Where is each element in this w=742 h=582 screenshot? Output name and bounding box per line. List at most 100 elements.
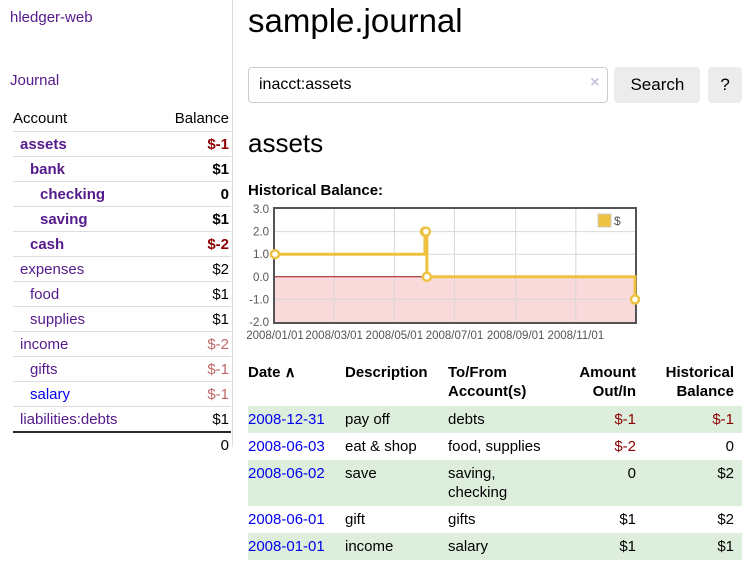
- sort-ascending-icon: ∧: [280, 364, 296, 381]
- transaction-amount: $1: [619, 538, 636, 555]
- account-row: liabilities:debts $1: [13, 406, 231, 433]
- account-link-liabilities-debts[interactable]: liabilities:debts: [20, 410, 118, 428]
- transaction-row: 2008-06-03 eat & shop food, supplies $-2 0: [248, 433, 742, 460]
- transaction-description: pay off: [345, 411, 390, 428]
- sidebar: hledger-web Journal Account Balance asse…: [0, 0, 233, 454]
- transaction-date-link[interactable]: 2008-06-01: [248, 511, 325, 528]
- register-table: Date ∧ Description To/From Account(s) Amoun…: [248, 361, 742, 560]
- transaction-balance: $2: [717, 465, 734, 482]
- transaction-row: 2008-01-01 income salary $1 $1: [248, 533, 742, 560]
- x-axis-tick-label: 2008/07/01: [426, 330, 484, 342]
- historical-balance-chart: $3.0 2.0 1.0 0.0 -1.0 -2.0 2008/01/01 2008/03/0…: [246, 204, 742, 348]
- account-row: expenses $2: [13, 256, 231, 282]
- accounts-total-spacer: [13, 432, 155, 457]
- nav-journal-link[interactable]: Journal: [10, 72, 60, 89]
- y-axis-tick-label: 2.0: [253, 227, 269, 239]
- transaction-row: 2008-12-31 pay off debts $-1 $-1: [248, 406, 742, 433]
- y-axis-tick-label: 3.0: [253, 204, 269, 216]
- x-axis-tick-label: 2008/03/01: [305, 330, 363, 342]
- accounts-header-account: Account: [13, 110, 68, 127]
- page-title: sample.journal: [248, 2, 463, 39]
- account-link-checking[interactable]: checking: [40, 185, 106, 203]
- main-content: sample.journal × Search ? assets Histori…: [233, 0, 742, 560]
- x-axis-tick-label: 2008/09/01: [487, 330, 545, 342]
- transaction-amount: $-1: [614, 411, 636, 428]
- search-button[interactable]: Search: [614, 67, 701, 103]
- account-balance: 0: [220, 185, 229, 203]
- account-balance: $-1: [207, 360, 229, 378]
- y-axis-tick-label: -1.0: [249, 294, 269, 306]
- search-row: × Search ?: [248, 67, 742, 103]
- account-row: saving $1: [13, 206, 231, 232]
- help-button[interactable]: ?: [708, 67, 742, 103]
- register-header-row: Date ∧ Description To/From Account(s) Amoun…: [248, 361, 742, 406]
- accounts-table: Account Balance assets $-1 bank $1 checking 0…: [13, 106, 231, 457]
- chart-title: Historical Balance:: [248, 182, 384, 199]
- transaction-date-link[interactable]: 2008-06-03: [248, 438, 325, 455]
- account-balance: $-1: [207, 135, 229, 153]
- account-row: gifts $-1: [13, 356, 231, 382]
- data-point-marker: [420, 226, 432, 237]
- register-header-date[interactable]: Date ∧: [248, 364, 296, 381]
- account-link-gifts[interactable]: gifts: [30, 360, 58, 378]
- account-link-income[interactable]: income: [20, 335, 69, 353]
- account-balance: $2: [212, 260, 229, 278]
- transaction-balance: $-1: [712, 411, 734, 428]
- transaction-accounts: gifts: [448, 511, 476, 528]
- page: hledger-web Journal Account Balance asse…: [0, 0, 742, 560]
- account-balance: $1: [212, 310, 229, 328]
- account-link-assets[interactable]: assets: [20, 135, 67, 153]
- account-balance: $1: [212, 210, 229, 228]
- account-balance: $1: [212, 410, 229, 428]
- x-axis-tick-label: 2008/01/01: [246, 330, 304, 342]
- account-link-saving[interactable]: saving: [40, 210, 88, 228]
- sidebar-nav: Journal: [10, 72, 232, 89]
- register-header-historical-balance: Historical Balance: [665, 364, 734, 400]
- account-row: checking 0: [13, 181, 231, 207]
- transaction-date-link[interactable]: 2008-12-31: [248, 411, 325, 428]
- app-brand-link[interactable]: hledger-web: [10, 9, 93, 26]
- search-input[interactable]: [248, 67, 609, 103]
- transaction-amount: $1: [619, 511, 636, 528]
- account-row: supplies $1: [13, 306, 231, 332]
- transaction-accounts: saving, checking: [448, 465, 508, 501]
- transaction-date-link[interactable]: 2008-01-01: [248, 538, 325, 555]
- transaction-accounts: food, supplies: [448, 438, 541, 455]
- account-row: bank $1: [13, 156, 231, 182]
- account-row: cash $-2: [13, 231, 231, 257]
- transaction-balance: $1: [717, 538, 734, 555]
- account-row: income $-2: [13, 331, 231, 357]
- account-balance: $-2: [207, 235, 229, 253]
- account-link-food[interactable]: food: [30, 285, 60, 303]
- transaction-balance: 0: [725, 438, 734, 455]
- search-box: ×: [248, 67, 609, 103]
- transaction-accounts: debts: [448, 411, 485, 428]
- account-balance: $1: [212, 160, 229, 178]
- data-point-marker: [421, 271, 433, 283]
- legend-swatch: [597, 213, 612, 228]
- account-link-supplies[interactable]: supplies: [30, 310, 86, 328]
- transaction-description: gift: [345, 511, 366, 528]
- y-axis-tick-label: 0.0: [253, 272, 269, 284]
- transaction-row: 2008-06-01 gift gifts $1 $2: [248, 506, 742, 533]
- account-row: assets $-1: [13, 131, 231, 157]
- account-balance: $-2: [207, 335, 229, 353]
- transaction-row: 2008-06-02 save saving, checking 0 $2: [248, 460, 742, 506]
- transaction-accounts: salary: [448, 538, 489, 555]
- app-brand-wrap: hledger-web: [10, 9, 232, 26]
- account-link-expenses[interactable]: expenses: [20, 260, 85, 278]
- clear-search-icon[interactable]: ×: [590, 74, 600, 91]
- account-row: food $1: [13, 281, 231, 307]
- transaction-date-link[interactable]: 2008-06-02: [248, 465, 325, 482]
- data-point-marker: [269, 248, 281, 260]
- accounts-total-value: 0: [220, 436, 229, 454]
- account-link-bank[interactable]: bank: [30, 160, 66, 178]
- accounts-header-balance: Balance: [174, 110, 229, 127]
- data-point-marker: [629, 294, 641, 305]
- account-link-cash[interactable]: cash: [30, 235, 65, 253]
- account-balance: $-1: [207, 385, 229, 403]
- y-axis-tick-label: -2.0: [249, 317, 269, 329]
- account-link-salary[interactable]: salary: [30, 385, 71, 403]
- x-axis-tick-label: 2008/05/01: [366, 330, 424, 342]
- account-heading: assets: [248, 128, 324, 158]
